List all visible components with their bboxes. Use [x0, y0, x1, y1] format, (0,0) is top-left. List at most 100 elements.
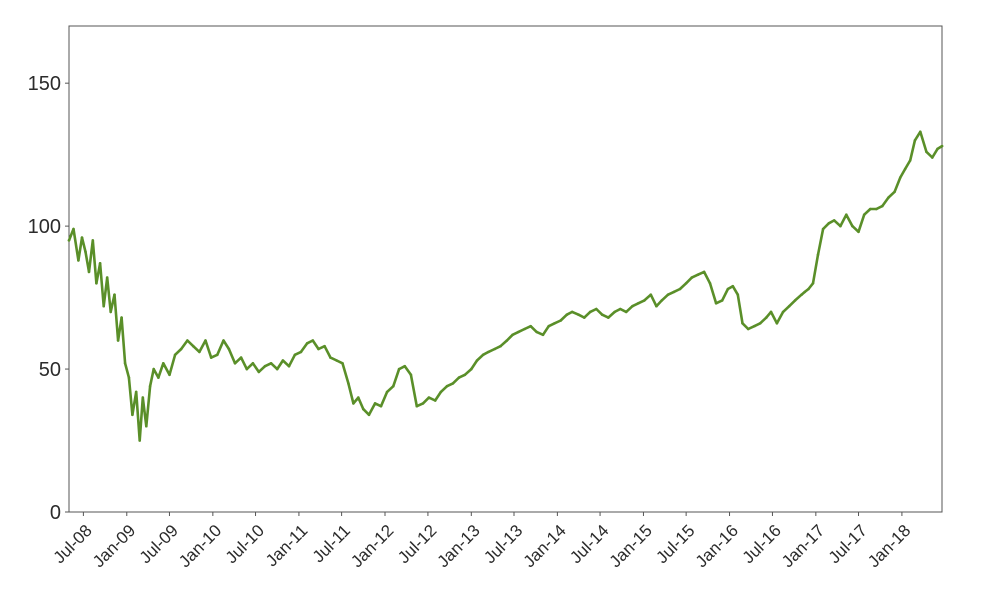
data-point	[198, 350, 201, 354]
data-point	[105, 276, 109, 279]
data-point	[696, 273, 700, 277]
data-point	[148, 384, 152, 388]
data-point	[357, 396, 360, 399]
data-point	[352, 402, 355, 405]
data-point	[227, 347, 231, 351]
data-point	[851, 224, 854, 228]
data-point	[379, 404, 383, 408]
data-point	[341, 362, 344, 365]
x-tick-label: Jan-14	[520, 521, 570, 571]
data-point	[305, 342, 309, 345]
data-point	[690, 276, 694, 279]
data-point	[116, 339, 120, 342]
data-point	[936, 147, 939, 151]
data-point	[741, 322, 744, 325]
data-point	[787, 304, 791, 308]
data-point	[233, 362, 237, 365]
data-point	[666, 293, 670, 297]
x-tick-label: Jul-15	[652, 521, 698, 567]
data-point	[204, 339, 207, 342]
data-point	[643, 299, 646, 302]
data-point	[463, 373, 467, 377]
data-point	[720, 299, 724, 302]
data-point	[257, 370, 261, 374]
x-tick-label: Jan-10	[175, 521, 225, 571]
data-point	[275, 367, 279, 371]
data-point	[329, 356, 332, 359]
data-point	[299, 350, 303, 354]
data-point	[678, 287, 682, 291]
x-tick-label: Jul-10	[222, 521, 268, 567]
data-point	[523, 327, 526, 331]
data-point	[845, 213, 848, 216]
x-tick-label: Jul-08	[50, 521, 96, 567]
data-point	[529, 324, 532, 328]
data-point	[87, 270, 91, 274]
y-tick-label: 150	[28, 73, 61, 95]
data-point	[145, 424, 148, 428]
data-point	[80, 236, 84, 239]
data-point	[173, 353, 177, 357]
data-point	[753, 324, 756, 328]
data-point	[816, 253, 820, 256]
data-point	[893, 190, 896, 194]
x-tick-label: Jan-17	[778, 521, 828, 571]
x-tick-label: Jul-14	[566, 521, 612, 567]
series-line-0	[67, 130, 944, 442]
data-point	[499, 344, 502, 348]
data-point	[925, 150, 928, 154]
data-point	[559, 319, 562, 322]
data-point	[570, 310, 574, 314]
data-point	[862, 213, 866, 216]
data-point	[138, 439, 141, 442]
data-point	[323, 344, 326, 348]
data-point	[192, 344, 195, 348]
data-point	[373, 402, 377, 405]
data-point	[367, 413, 371, 417]
data-point	[517, 330, 520, 334]
data-point	[541, 333, 545, 337]
data-point	[127, 376, 131, 379]
data-point	[649, 293, 653, 297]
data-point	[427, 396, 431, 399]
y-tick-label: 0	[50, 502, 61, 524]
data-point	[624, 310, 628, 314]
data-point	[811, 282, 815, 285]
data-point	[451, 382, 455, 385]
data-point	[481, 353, 485, 357]
data-point	[293, 353, 297, 357]
data-point	[362, 407, 365, 411]
data-point	[457, 376, 461, 379]
x-tick-label: Jul-11	[309, 521, 354, 566]
data-point	[775, 322, 779, 325]
x-tick-label: Jan-11	[262, 521, 311, 570]
data-point	[746, 327, 750, 331]
data-point	[152, 367, 155, 371]
data-point	[919, 130, 922, 134]
data-point	[736, 293, 740, 297]
data-point	[672, 290, 676, 294]
data-point	[397, 367, 401, 371]
data-point	[409, 373, 413, 377]
data-point	[439, 390, 443, 394]
data-point	[263, 364, 267, 368]
data-point	[109, 310, 112, 314]
data-point	[565, 313, 569, 317]
data-point	[91, 239, 95, 242]
data-point	[908, 159, 912, 162]
x-tick-label: Jan-16	[692, 521, 742, 571]
x-tick-label: Jul-16	[739, 521, 785, 567]
data-point	[800, 293, 803, 297]
data-point	[179, 347, 183, 351]
y-tick-label: 50	[39, 359, 61, 381]
data-point	[588, 310, 592, 314]
data-point	[731, 284, 735, 288]
data-point	[162, 362, 165, 365]
data-point	[881, 204, 884, 208]
data-point	[660, 299, 664, 302]
x-tick-label: Jul-09	[136, 521, 182, 567]
data-point	[600, 313, 604, 317]
data-point	[781, 310, 785, 314]
data-point	[758, 322, 762, 325]
